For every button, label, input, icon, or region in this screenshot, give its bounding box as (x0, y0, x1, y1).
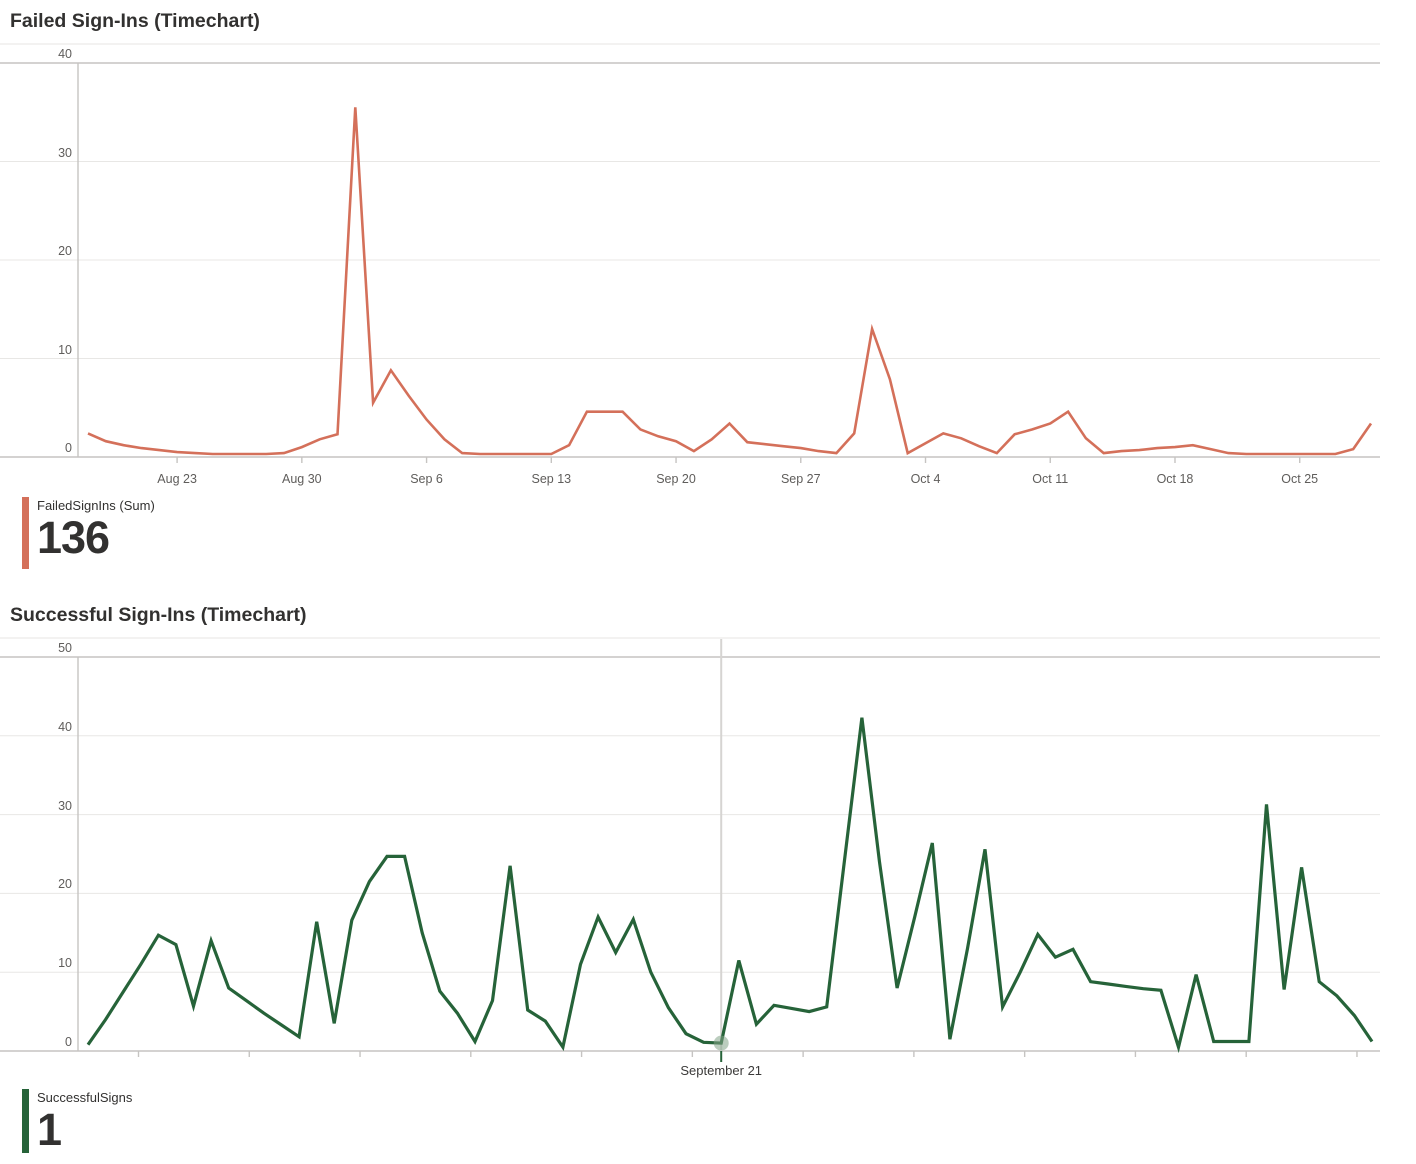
legend-series-label: SuccessfulSigns (37, 1090, 133, 1105)
failed-signins-chart-title: Failed Sign-Ins (Timechart) (10, 10, 260, 32)
y-axis-label: 0 (65, 441, 72, 455)
hover-point-marker (713, 1035, 729, 1051)
x-axis-label: Aug 30 (282, 472, 322, 486)
successful-signins-legend: SuccessfulSigns 1 (22, 1089, 132, 1153)
x-axis-label: Aug 23 (157, 472, 197, 486)
y-axis-label: 10 (58, 342, 72, 357)
failed-signins-plot-area[interactable] (78, 63, 1380, 457)
failedsignins-series-line[interactable] (87, 107, 1373, 456)
y-axis-label: 10 (58, 956, 72, 971)
y-axis-label: 40 (58, 47, 72, 61)
legend-series-label: FailedSignIns (Sum) (37, 498, 155, 513)
y-axis-label: 20 (58, 244, 72, 258)
y-axis-label: 40 (58, 719, 72, 734)
legend-color-bar (22, 497, 29, 569)
y-axis-label: 20 (58, 877, 72, 892)
x-axis-label: Sep 27 (780, 472, 821, 486)
successful-signins-plot-area[interactable] (78, 657, 1380, 1051)
x-axis-label: Sep 20 (656, 472, 696, 486)
x-axis-label: Oct 25 (1281, 472, 1319, 486)
y-axis-label: 0 (65, 1035, 72, 1049)
legend-sum-value: 136 (37, 512, 110, 563)
legend-hover-value: 1 (37, 1104, 62, 1155)
legend-color-bar (22, 1089, 29, 1153)
x-axis-label: Sep 6 (410, 472, 443, 486)
y-axis-label: 50 (58, 641, 72, 655)
hover-date-label: September 21 (680, 1063, 763, 1078)
successful-signins-chart-title: Successful Sign-Ins (Timechart) (10, 604, 307, 626)
x-axis-label: Sep 13 (531, 472, 572, 486)
y-axis-label: 30 (58, 145, 72, 160)
y-axis-label: 30 (58, 798, 72, 813)
failed-signins-legend: FailedSignIns (Sum) 136 (22, 497, 155, 569)
successfulsigns-series-line[interactable] (86, 717, 1374, 1054)
x-axis-label: Oct 11 (1032, 472, 1069, 486)
x-axis-label: Oct 4 (910, 472, 941, 486)
x-axis-label: Oct 18 (1156, 472, 1194, 486)
